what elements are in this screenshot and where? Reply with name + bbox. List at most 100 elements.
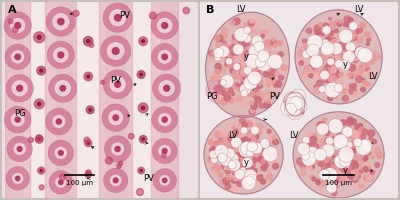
Circle shape (291, 109, 296, 114)
Circle shape (328, 31, 333, 36)
Circle shape (294, 108, 298, 112)
Circle shape (319, 161, 325, 167)
Circle shape (293, 102, 297, 106)
Circle shape (342, 48, 348, 54)
Circle shape (261, 166, 266, 171)
Circle shape (251, 137, 257, 143)
Circle shape (296, 100, 303, 106)
Circle shape (261, 158, 266, 163)
Circle shape (249, 71, 255, 77)
Circle shape (297, 97, 302, 102)
Circle shape (354, 145, 358, 149)
Circle shape (244, 62, 250, 68)
Circle shape (333, 138, 337, 142)
Circle shape (246, 64, 252, 70)
Text: 100 μm: 100 μm (66, 180, 93, 186)
Circle shape (340, 57, 346, 62)
Circle shape (229, 153, 238, 163)
Circle shape (296, 110, 301, 116)
Circle shape (354, 170, 358, 173)
Circle shape (328, 76, 333, 81)
Circle shape (337, 52, 340, 56)
Circle shape (183, 7, 190, 14)
Circle shape (314, 65, 317, 67)
Circle shape (248, 71, 262, 85)
Circle shape (256, 76, 260, 80)
Circle shape (230, 153, 234, 156)
Circle shape (229, 97, 234, 103)
Circle shape (230, 60, 234, 64)
Circle shape (338, 149, 340, 152)
Circle shape (240, 152, 246, 158)
Circle shape (293, 102, 297, 106)
Circle shape (239, 102, 242, 106)
Circle shape (297, 158, 304, 165)
Circle shape (333, 60, 340, 67)
Circle shape (324, 82, 340, 98)
Circle shape (341, 138, 348, 144)
Circle shape (293, 92, 300, 98)
Circle shape (328, 119, 343, 134)
Circle shape (246, 78, 250, 81)
Circle shape (290, 95, 296, 100)
Circle shape (336, 166, 338, 169)
Circle shape (244, 72, 250, 76)
Circle shape (310, 165, 314, 169)
Circle shape (257, 175, 263, 181)
Circle shape (162, 54, 168, 60)
Circle shape (248, 45, 262, 58)
Circle shape (314, 149, 327, 161)
Circle shape (212, 164, 217, 168)
Circle shape (264, 103, 270, 108)
Circle shape (152, 74, 181, 102)
Circle shape (220, 80, 226, 86)
Circle shape (324, 138, 329, 142)
Circle shape (337, 145, 344, 151)
Circle shape (292, 101, 298, 107)
Circle shape (238, 27, 242, 32)
Circle shape (338, 55, 341, 58)
Circle shape (300, 163, 305, 168)
Circle shape (287, 103, 296, 112)
Circle shape (242, 155, 245, 158)
Circle shape (348, 73, 352, 77)
Circle shape (363, 175, 370, 182)
Circle shape (334, 48, 339, 52)
Circle shape (242, 150, 246, 155)
Circle shape (227, 152, 230, 154)
Circle shape (353, 54, 359, 61)
Circle shape (336, 150, 340, 155)
Circle shape (240, 175, 244, 180)
Circle shape (327, 62, 332, 67)
Circle shape (244, 71, 246, 73)
Circle shape (13, 173, 22, 183)
Circle shape (354, 52, 357, 55)
Circle shape (334, 152, 336, 154)
Circle shape (293, 102, 297, 106)
Circle shape (271, 147, 273, 149)
Circle shape (339, 56, 342, 60)
Circle shape (232, 40, 234, 43)
Circle shape (295, 96, 298, 99)
Circle shape (287, 101, 294, 108)
Circle shape (226, 58, 232, 65)
Circle shape (243, 160, 249, 166)
Circle shape (315, 158, 322, 165)
Circle shape (246, 60, 248, 62)
Circle shape (257, 79, 263, 85)
Circle shape (228, 140, 230, 142)
Circle shape (216, 88, 220, 93)
Circle shape (367, 142, 372, 148)
Circle shape (246, 151, 249, 154)
Circle shape (363, 166, 368, 171)
Circle shape (301, 60, 306, 65)
Circle shape (246, 48, 253, 55)
Circle shape (209, 157, 212, 160)
Circle shape (267, 145, 272, 150)
Text: PG: PG (206, 92, 218, 101)
Circle shape (344, 16, 351, 22)
Circle shape (34, 32, 45, 43)
Circle shape (238, 155, 244, 161)
Circle shape (331, 144, 337, 151)
Circle shape (209, 50, 214, 56)
